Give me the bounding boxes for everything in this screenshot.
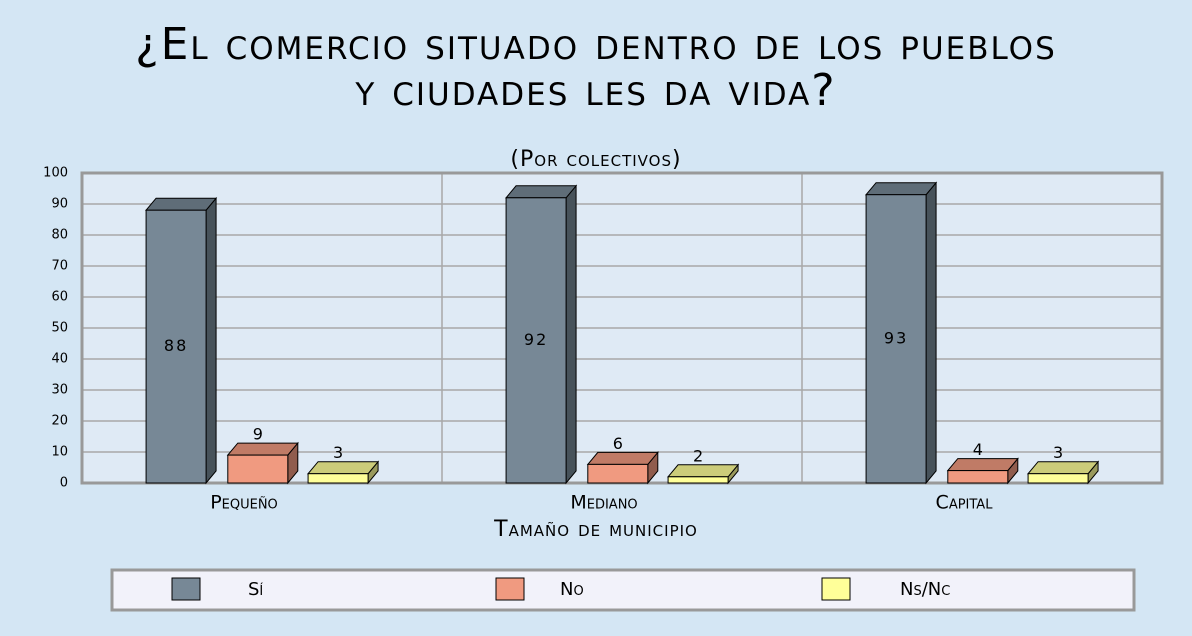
bar bbox=[307, 473, 369, 484]
legend-box bbox=[110, 568, 1136, 612]
x-tick-label: Mediano bbox=[570, 492, 637, 514]
y-tick-label: 20 bbox=[51, 414, 68, 429]
y-tick-label: 100 bbox=[43, 166, 68, 181]
data-label: 3 bbox=[333, 443, 343, 462]
bar bbox=[505, 197, 567, 484]
bar-side bbox=[925, 181, 937, 485]
bar-side bbox=[205, 196, 217, 485]
bar-top bbox=[226, 442, 299, 456]
bar-top bbox=[505, 185, 578, 199]
y-tick-label: 10 bbox=[51, 445, 68, 460]
bar-top bbox=[307, 461, 380, 475]
bar-side bbox=[565, 184, 577, 485]
bar-top bbox=[145, 197, 218, 211]
bar-top bbox=[586, 451, 659, 465]
bar bbox=[587, 463, 649, 484]
legend-swatch bbox=[495, 577, 525, 601]
y-tick-label: 30 bbox=[51, 383, 68, 398]
chart-title: ¿El comercio situado dentro de los puebl… bbox=[135, 19, 1057, 116]
data-label: 93 bbox=[884, 328, 908, 347]
bar bbox=[947, 470, 1009, 484]
bar-top bbox=[1027, 461, 1100, 475]
bar bbox=[227, 454, 289, 484]
y-tick-label: 70 bbox=[51, 259, 68, 274]
y-tick-label: 50 bbox=[51, 321, 68, 336]
legend-swatch bbox=[821, 577, 851, 601]
bar-top bbox=[946, 458, 1019, 472]
bar bbox=[865, 194, 927, 484]
bar-top bbox=[667, 464, 740, 478]
data-label: 3 bbox=[1053, 443, 1063, 462]
bar-top bbox=[865, 182, 938, 196]
bar bbox=[145, 209, 207, 484]
legend-swatch bbox=[171, 577, 201, 601]
y-tick-label: 80 bbox=[51, 228, 68, 243]
data-label: 92 bbox=[524, 330, 548, 349]
y-tick-label: 90 bbox=[51, 197, 68, 212]
y-tick-label: 0 bbox=[60, 476, 68, 491]
legend-label: No bbox=[560, 579, 584, 600]
data-label: 9 bbox=[253, 425, 263, 444]
x-axis-label: Tamaño de municipio bbox=[493, 517, 698, 542]
y-tick-label: 60 bbox=[51, 290, 68, 305]
legend-label: Sí bbox=[248, 579, 263, 600]
y-tick-label: 40 bbox=[51, 352, 68, 367]
bar bbox=[1027, 473, 1089, 484]
x-tick-label: Pequeño bbox=[210, 492, 278, 514]
data-label: 4 bbox=[973, 440, 983, 459]
legend-label: Ns/Nc bbox=[900, 579, 950, 600]
data-label: 6 bbox=[613, 434, 623, 453]
x-tick-label: Capital bbox=[936, 492, 994, 514]
bar bbox=[667, 476, 729, 484]
data-label: 88 bbox=[164, 336, 188, 355]
chart-subtitle: (Por colectivos) bbox=[510, 147, 681, 172]
data-label: 2 bbox=[693, 446, 703, 465]
